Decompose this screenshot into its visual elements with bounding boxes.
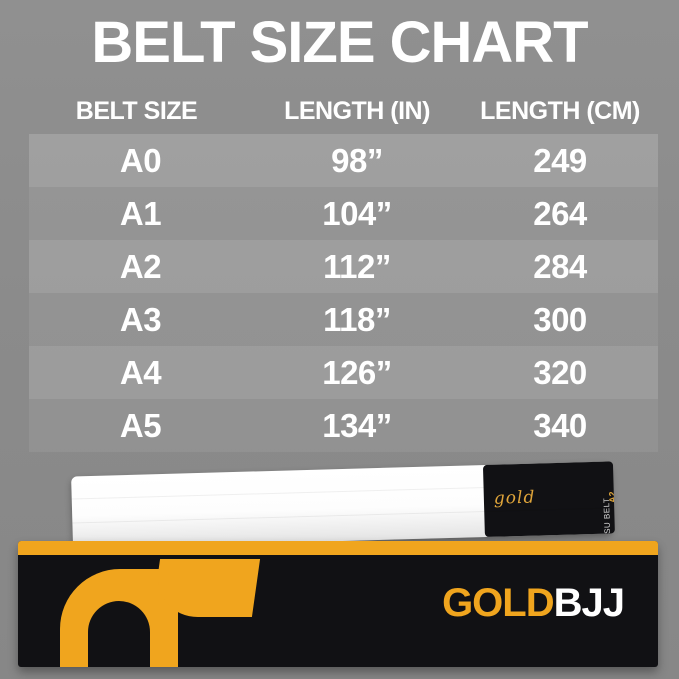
page-title: BELT SIZE CHART	[91, 10, 588, 75]
table-row: A0 98” 249	[29, 134, 658, 187]
cell-length-cm: 300	[533, 300, 587, 338]
box-brand-gold-text: GOLD	[442, 581, 555, 625]
table-row: A3 118” 300	[29, 293, 658, 346]
cell-length-in: 112”	[323, 247, 391, 285]
column-header-length-in: LENGTH (IN)	[284, 96, 430, 125]
cell-length-cm: 264	[533, 194, 587, 232]
cell-belt-size: A2	[119, 247, 162, 285]
cell-belt-size: A5	[119, 406, 162, 444]
cell-belt-size: A4	[119, 353, 162, 391]
cell-length-cm: 340	[533, 406, 587, 444]
white-belt-image: gold PREMIUM JIU JITSU BELT A2	[71, 461, 615, 549]
belt-label-patch: gold PREMIUM JIU JITSU BELT A2	[482, 461, 615, 538]
cell-length-in: 104”	[322, 194, 392, 232]
product-photo: gold PREMIUM JIU JITSU BELT A2 GOLDBJJ	[0, 455, 679, 679]
box-top-stripe	[18, 541, 658, 555]
cell-length-in: 98”	[331, 141, 383, 179]
column-header-belt-size: BELT SIZE	[75, 96, 198, 125]
cell-belt-size: A0	[119, 141, 162, 179]
belt-brand-text: gold	[493, 487, 536, 509]
table-header-row: BELT SIZE LENGTH (IN) LENGTH (CM)	[29, 88, 658, 134]
box-brand-wordmark: GOLDBJJ	[442, 581, 625, 626]
g-mark-shape	[60, 559, 270, 667]
product-box: GOLDBJJ	[18, 541, 658, 667]
column-header-length-cm: LENGTH (CM)	[480, 96, 640, 125]
table-row: A4 126” 320	[29, 346, 658, 399]
cell-length-in: 118”	[323, 300, 391, 338]
g-mark-notch	[88, 601, 150, 667]
box-brand-bjj-text: BJJ	[553, 581, 625, 625]
cell-belt-size: A1	[119, 194, 162, 232]
cell-length-in: 134”	[322, 406, 392, 444]
belt-size-text: A2	[607, 491, 615, 504]
table-row: A5 134” 340	[29, 399, 658, 452]
belt-side-text: PREMIUM JIU JITSU BELT	[602, 497, 614, 537]
cell-length-cm: 249	[533, 141, 587, 179]
cell-length-cm: 284	[533, 247, 587, 285]
gold-g-logo-icon	[40, 559, 290, 667]
cell-length-cm: 320	[533, 353, 587, 391]
cell-belt-size: A3	[119, 300, 162, 338]
table-row: A1 104” 264	[29, 187, 658, 240]
size-chart-table: BELT SIZE LENGTH (IN) LENGTH (CM) A0 98”…	[29, 88, 658, 452]
cell-length-in: 126”	[322, 353, 392, 391]
table-row: A2 112” 284	[29, 240, 658, 293]
